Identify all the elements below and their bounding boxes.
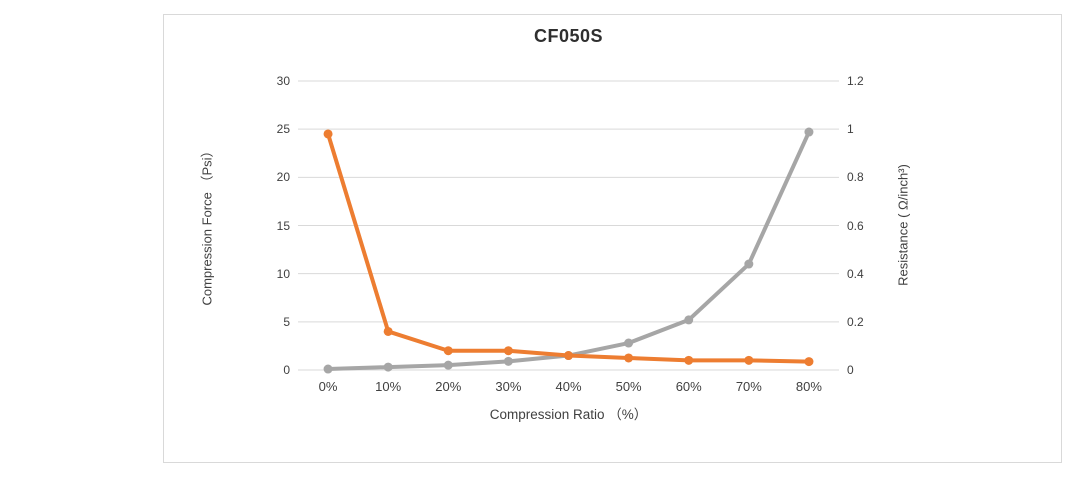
left-axis-title: Compression Force （Psi） [199, 144, 215, 306]
tick-label: 0.8 [847, 170, 864, 185]
tick-label: 1.2 [847, 74, 864, 88]
data-point [684, 315, 694, 325]
tick-label: 25 [276, 122, 290, 137]
tick-label: 0.4 [847, 266, 864, 281]
right-axis-title: Resistance ( Ω/inch³) [895, 164, 911, 286]
series-line-resistance [326, 131, 811, 364]
data-point [443, 346, 453, 356]
plot-area [298, 80, 839, 374]
tick-label: 20% [435, 379, 462, 394]
tick-label: 5 [283, 314, 290, 329]
tick-label: 80% [795, 379, 822, 394]
tick-label: 0.2 [847, 314, 864, 329]
tick-label: 15 [276, 218, 290, 233]
data-point [443, 360, 453, 370]
tick-label: 30% [495, 379, 522, 394]
tick-label: 10 [276, 266, 290, 281]
data-point [624, 338, 634, 348]
data-point [564, 351, 573, 361]
data-point [383, 362, 393, 372]
data-point [804, 357, 814, 367]
data-point [804, 127, 814, 137]
data-point [383, 326, 393, 336]
tick-label: 0 [847, 363, 854, 377]
data-point [744, 355, 754, 365]
data-point [323, 364, 333, 374]
data-point [744, 259, 754, 269]
tick-label: 0.6 [847, 218, 864, 233]
data-point [624, 353, 634, 363]
tick-label: 60% [675, 379, 702, 394]
chart-frame: CF050S 0 5 10 15 20 25 30 0 0.2 0.4 0.6 0.8 1 1.2 0%… [163, 14, 1062, 463]
tick-label: 1 [847, 122, 854, 137]
tick-label: 10% [375, 379, 402, 394]
tick-label: 70% [735, 379, 762, 394]
chart-title: CF050S [533, 26, 604, 46]
data-point [503, 346, 513, 356]
tick-label: 40% [555, 379, 582, 394]
tick-label: 20 [276, 170, 290, 185]
tick-label: 0 [283, 363, 290, 377]
tick-label: 0% [318, 379, 338, 394]
tick-label: 30 [276, 74, 290, 88]
data-point [684, 355, 694, 365]
tick-label: 50% [615, 379, 642, 394]
x-axis-title: Compression Ratio （%） [489, 407, 648, 422]
data-point [323, 129, 333, 139]
data-point [503, 356, 513, 366]
